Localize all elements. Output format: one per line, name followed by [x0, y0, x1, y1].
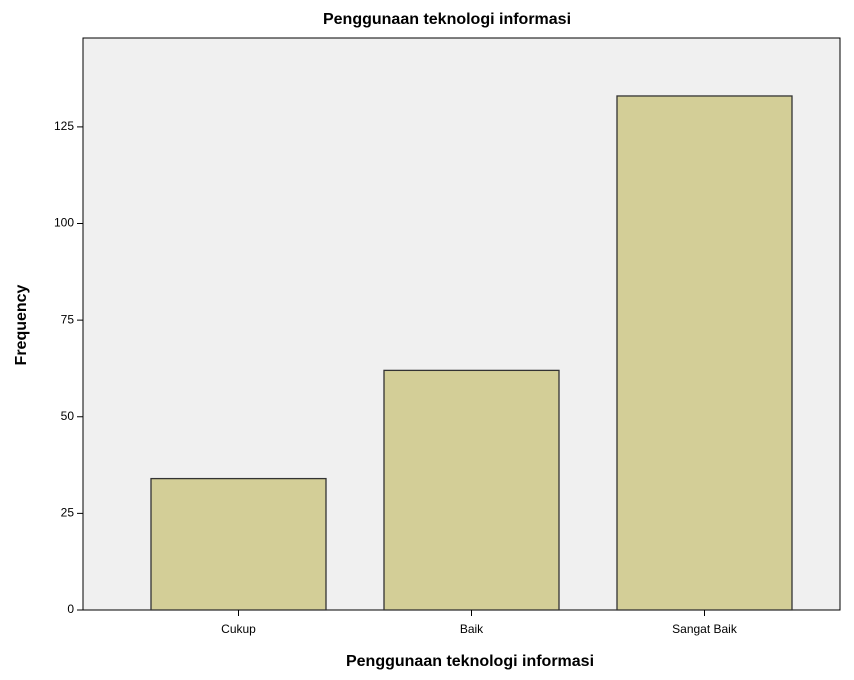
bar	[616, 95, 793, 611]
x-tick-label: Cukup	[221, 622, 256, 636]
y-tick-label: 50	[61, 409, 75, 423]
y-tick-label: 125	[54, 119, 74, 133]
y-axis-label: Frequency	[13, 284, 30, 365]
x-tick-label: Sangat Baik	[672, 622, 738, 636]
chart-title: Penggunaan teknologi informasi	[323, 11, 571, 28]
y-tick-label: 0	[67, 602, 74, 616]
x-axis-label: Penggunaan teknologi informasi	[346, 653, 594, 670]
y-tick-label: 25	[61, 506, 75, 520]
x-tick-label: Baik	[460, 622, 484, 636]
bar	[150, 477, 327, 611]
y-tick-label: 75	[61, 312, 75, 326]
bar	[383, 369, 560, 611]
y-tick-label: 100	[54, 216, 74, 230]
